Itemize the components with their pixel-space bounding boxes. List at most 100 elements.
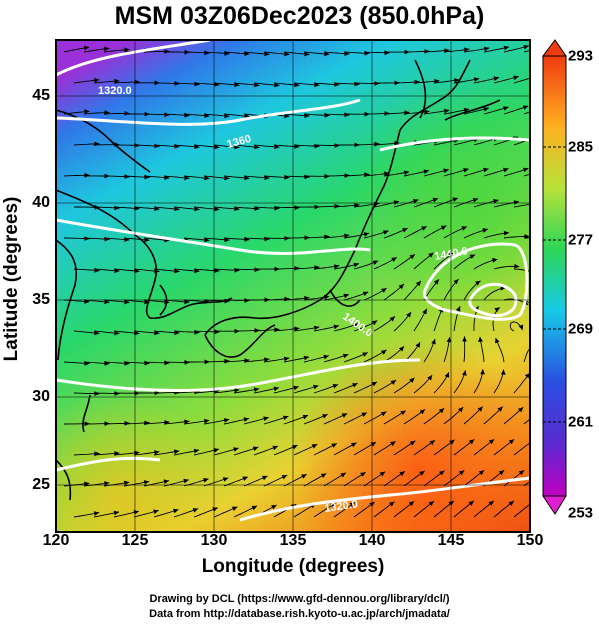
- wind-arrowhead: [468, 500, 474, 506]
- wind-arrowhead: [493, 76, 499, 81]
- wind-arrowhead: [398, 346, 405, 352]
- wind-arrowhead: [408, 501, 415, 507]
- wind-arrowhead: [503, 106, 509, 111]
- wind-arrowhead: [204, 237, 210, 243]
- wind-arrowhead: [331, 443, 337, 448]
- wind-arrowhead: [320, 473, 327, 478]
- wind-arrowhead: [390, 380, 397, 385]
- wind-arrowhead: [192, 508, 199, 513]
- wind-arrowhead: [399, 471, 405, 477]
- wind-streamline: [523, 49, 530, 53]
- wind-arrowhead: [533, 75, 539, 80]
- wind-arrowhead: [431, 339, 436, 345]
- wind-arrowhead: [422, 308, 427, 315]
- wind-arrowhead: [254, 82, 260, 88]
- wind-arrowhead: [390, 441, 396, 447]
- wind-arrowhead: [163, 479, 169, 485]
- x-tick-label: 135: [279, 532, 307, 549]
- wind-arrowhead: [213, 448, 219, 453]
- wind-arrowhead: [419, 470, 425, 476]
- wind-arrowhead: [344, 112, 350, 118]
- wind-arrowhead: [444, 372, 450, 378]
- wind-arrowhead: [174, 206, 180, 212]
- wind-arrowhead: [360, 472, 366, 477]
- wind-arrowhead: [194, 268, 200, 274]
- colorbar-tick-label: 285: [568, 138, 594, 156]
- wind-arrowhead: [244, 175, 250, 181]
- wind-arrowhead: [283, 356, 290, 362]
- lat-lon-grid: [56, 40, 530, 532]
- wind-arrowhead: [454, 78, 460, 83]
- wind-arrowhead: [462, 336, 467, 342]
- wind-arrowhead: [84, 172, 90, 178]
- wind-arrowhead: [324, 51, 330, 57]
- wind-arrowhead: [322, 414, 328, 419]
- wind-arrowhead: [164, 49, 170, 54]
- wind-arrowhead: [482, 228, 488, 233]
- wind-arrowhead: [84, 109, 90, 115]
- wind-arrowhead: [433, 279, 439, 285]
- wind-arrowhead: [446, 337, 452, 343]
- wind-arrowhead: [329, 503, 336, 508]
- colorbar-top-cap: [542, 39, 567, 57]
- wind-arrowhead: [353, 323, 359, 328]
- wind-arrowhead: [533, 136, 539, 141]
- wind-arrowhead: [83, 45, 90, 51]
- wind-arrowhead: [244, 298, 250, 303]
- wind-streamline: [513, 503, 530, 518]
- wind-arrowhead: [464, 47, 470, 53]
- wind-arrowhead: [333, 324, 339, 330]
- wind-arrowhead: [184, 419, 190, 425]
- credit-data-source: Data from http://database.rish.kyoto-u.a…: [149, 608, 450, 620]
- wind-arrowhead: [389, 316, 395, 322]
- wind-arrowhead: [428, 501, 434, 506]
- wind-arrowhead: [94, 330, 100, 336]
- y-axis-label: Latitude (degrees): [1, 196, 22, 362]
- wind-arrowhead: [224, 358, 230, 364]
- wind-arrowhead: [193, 448, 200, 454]
- wind-arrowhead: [174, 268, 180, 274]
- y-tick-label: 25: [32, 476, 50, 493]
- wind-arrowhead: [344, 233, 350, 239]
- wind-arrowhead: [153, 509, 159, 515]
- wind-arrowhead: [503, 45, 510, 51]
- colorbar-tick-label: 269: [568, 320, 594, 338]
- wind-arrowhead: [500, 369, 506, 375]
- wind-arrowhead: [284, 113, 290, 119]
- wind-arrowhead: [173, 449, 180, 455]
- wind-arrowhead: [513, 200, 519, 205]
- wind-arrowhead: [440, 225, 447, 231]
- wind-arrowhead: [233, 447, 239, 452]
- wind-arrowhead: [522, 167, 529, 173]
- x-tick-label: 145: [437, 532, 465, 549]
- wind-arrowhead: [124, 299, 130, 305]
- wind-arrowhead: [463, 168, 469, 173]
- wind-arrowhead: [475, 280, 481, 286]
- wind-streamline: [513, 77, 530, 84]
- wind-arrowhead: [284, 51, 290, 57]
- map-title: MSM 03Z06Dec2023 (850.0hPa): [114, 2, 485, 30]
- wind-arrowhead: [224, 113, 230, 119]
- wind-arrowhead: [144, 299, 150, 305]
- wind-arrowhead: [343, 293, 349, 299]
- x-tick-label: 150: [516, 532, 544, 549]
- wind-arrowhead: [134, 330, 140, 336]
- wind-arrowhead: [432, 197, 439, 203]
- wind-arrowhead: [262, 475, 268, 481]
- wind-arrowhead: [134, 268, 140, 274]
- wind-arrowhead: [124, 111, 130, 116]
- wind-arrowhead: [352, 383, 358, 388]
- colorbar-scale: [542, 55, 567, 497]
- wind-arrowhead: [483, 107, 489, 112]
- wind-arrowhead: [154, 450, 160, 455]
- wind-arrowhead: [409, 440, 416, 446]
- wind-arrowhead: [293, 385, 299, 391]
- wind-streamline: [513, 442, 530, 456]
- wind-arrowhead: [495, 337, 500, 344]
- wind-arrowhead: [462, 370, 467, 376]
- wind-arrowhead: [477, 406, 483, 412]
- wind-arrowhead: [400, 410, 406, 416]
- wind-arrowhead: [513, 75, 519, 81]
- wind-arrowhead: [124, 47, 130, 53]
- wind-arrowhead: [94, 391, 100, 396]
